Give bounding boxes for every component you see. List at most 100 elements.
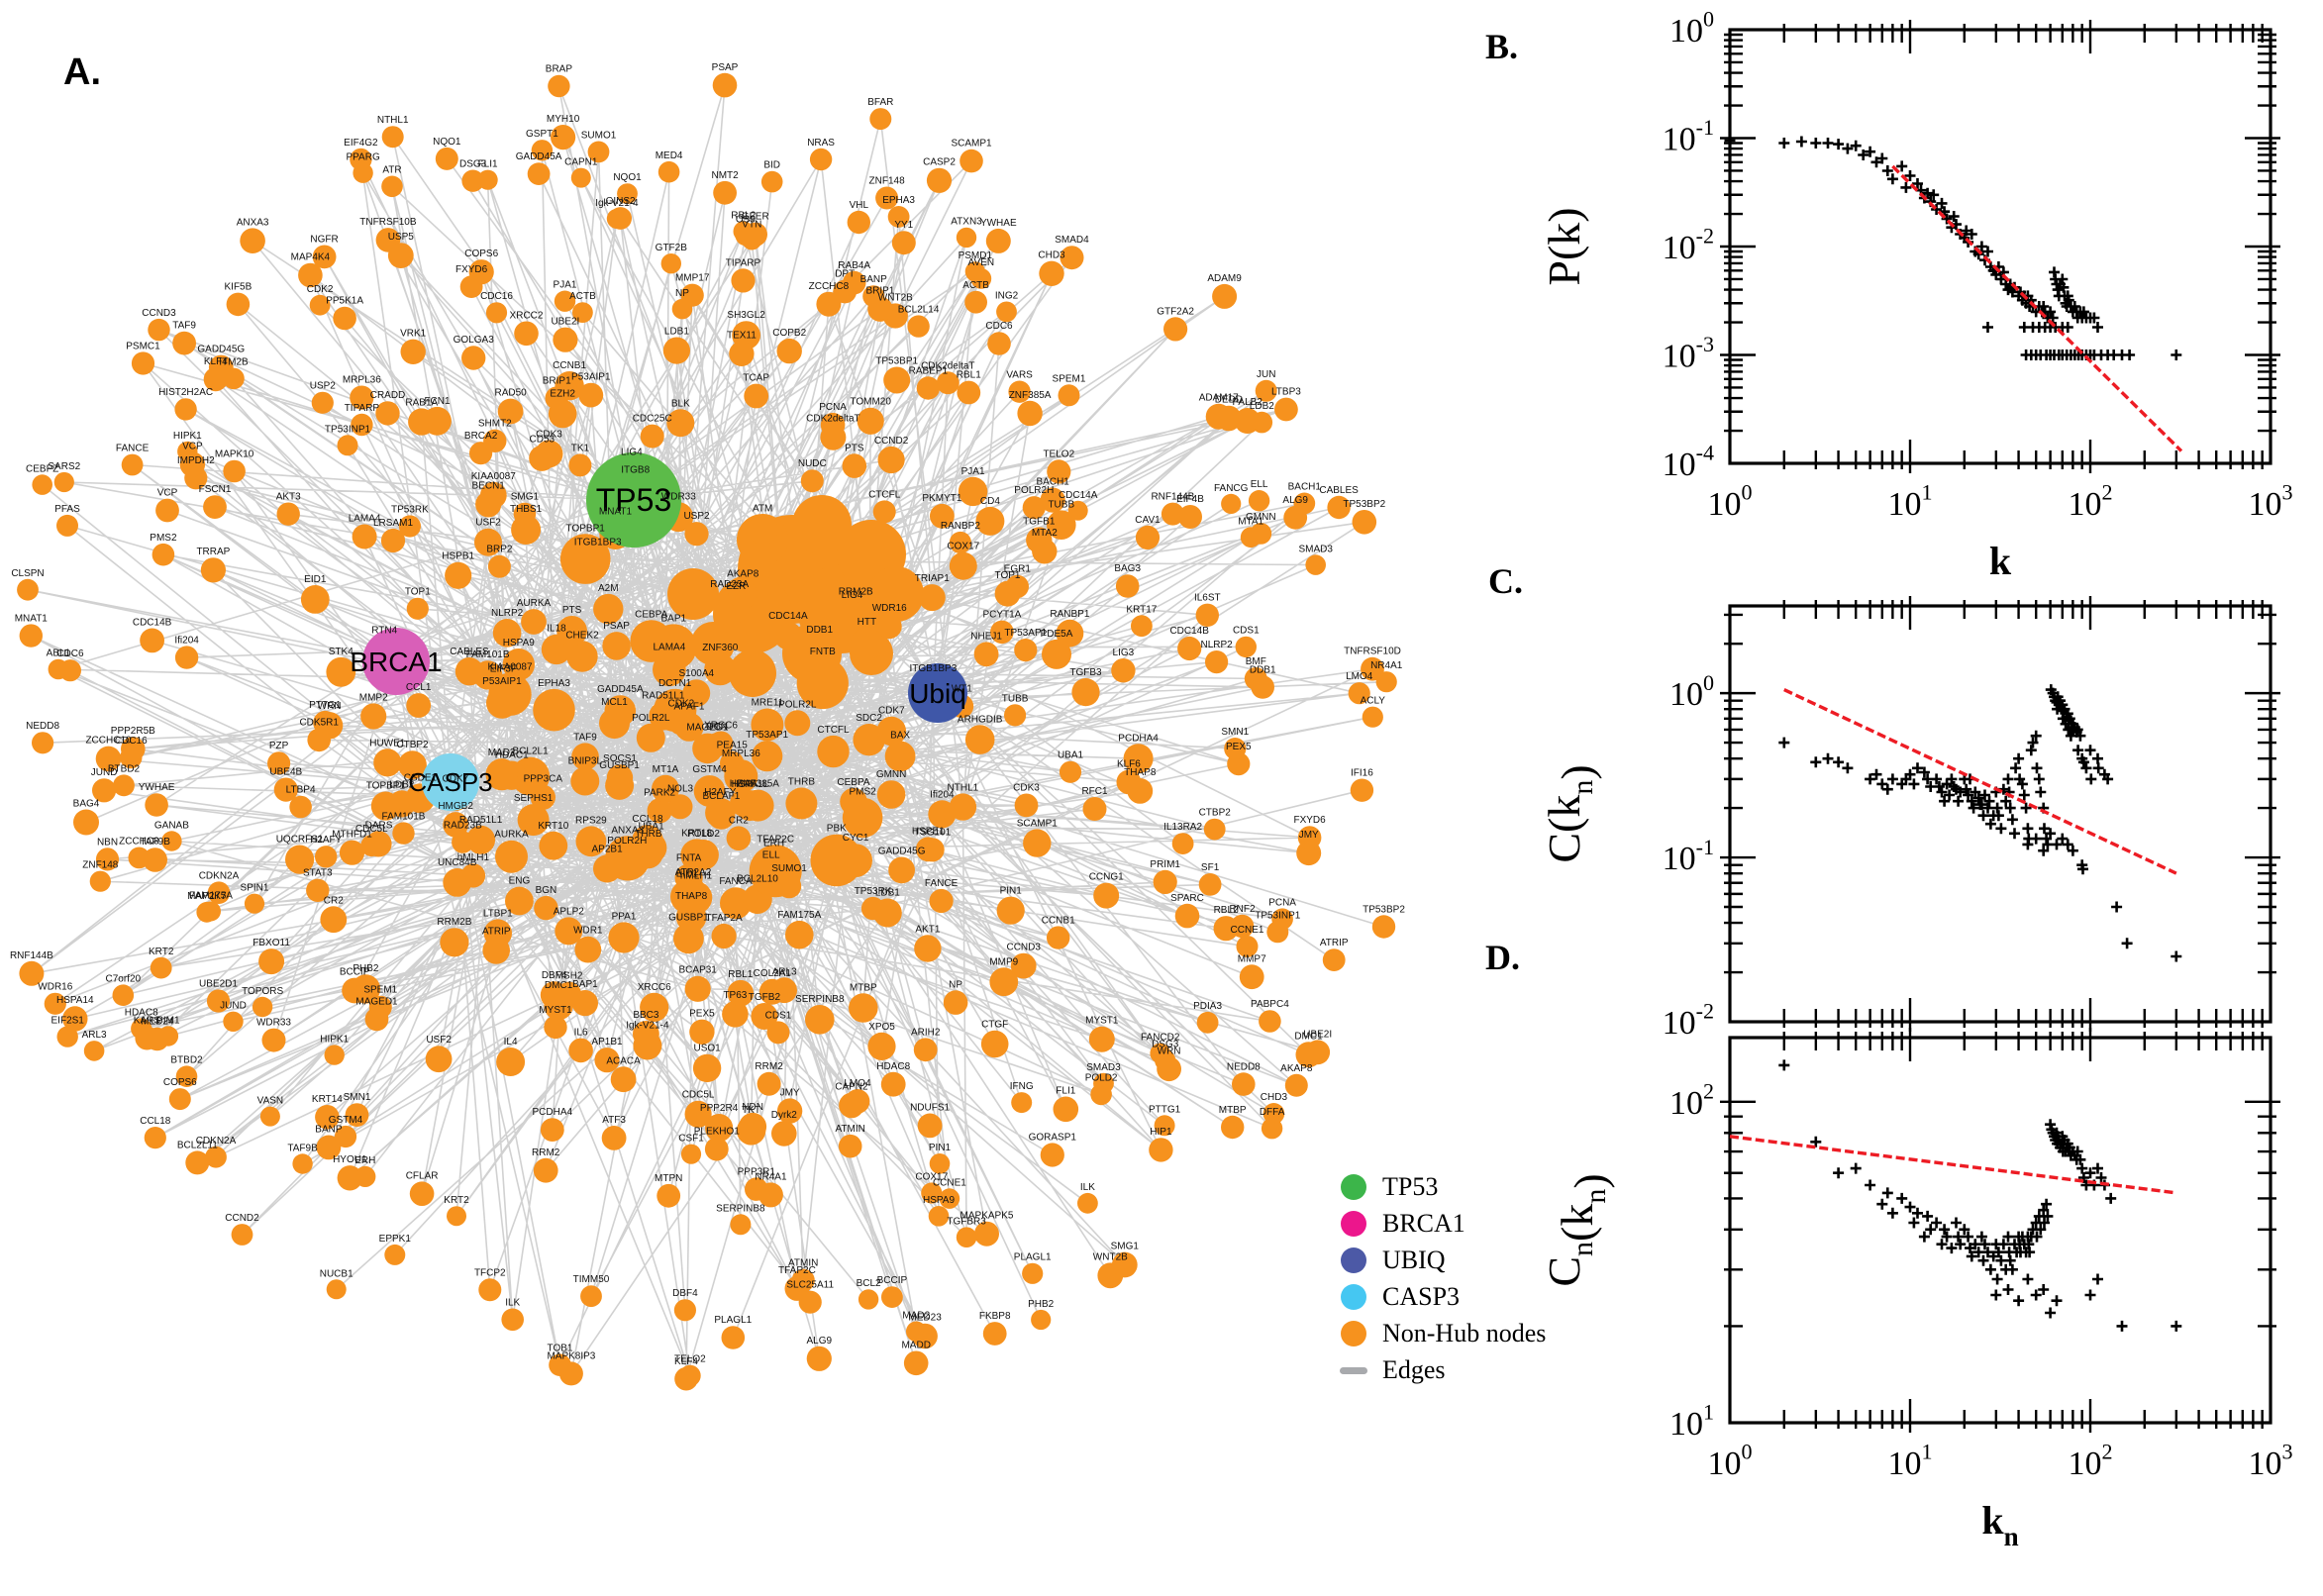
gene-label: APLP2 <box>554 906 585 917</box>
network-node <box>58 659 81 682</box>
legend-item-edges: Edges <box>1339 1355 1546 1385</box>
gene-label: SMAD4 <box>1055 235 1089 246</box>
network-node <box>1195 603 1220 627</box>
gene-label: XPO5 <box>868 1022 895 1033</box>
network-node <box>916 376 941 400</box>
network-node <box>566 641 598 672</box>
gene-label: GUSBP1 <box>668 913 709 924</box>
network-node <box>231 1224 253 1246</box>
network-node <box>1093 882 1120 909</box>
network-node <box>1077 1192 1098 1214</box>
network-node <box>766 1021 790 1045</box>
network-node <box>258 948 285 975</box>
network-node <box>876 780 906 809</box>
gene-label: ELL <box>762 850 780 861</box>
network-node <box>884 741 916 772</box>
gene-label: ATRIP <box>482 926 511 937</box>
gene-label: IL18 <box>547 624 566 635</box>
tick-label: 101 <box>1887 1440 1932 1482</box>
network-node <box>667 794 693 820</box>
network-node <box>970 268 992 289</box>
network-node <box>440 928 469 957</box>
gene-label: DFFA <box>1260 1107 1285 1118</box>
network-node <box>276 502 300 526</box>
network-node <box>1248 490 1270 512</box>
network-node <box>352 524 377 549</box>
gene-label: TOP1 <box>995 570 1021 581</box>
network-node <box>722 1001 749 1028</box>
network-node <box>398 515 421 538</box>
gene-label: Igk-V21-4 <box>626 1021 669 1032</box>
network-node <box>568 453 592 477</box>
network-node <box>705 797 736 829</box>
network-node <box>1154 1115 1175 1137</box>
network-node <box>1135 525 1161 550</box>
network-node <box>847 210 870 235</box>
gene-label: PABPC4 <box>1251 999 1289 1010</box>
network-node <box>313 710 338 736</box>
network-node <box>339 840 365 865</box>
network-node <box>461 346 486 370</box>
network-node <box>337 435 358 456</box>
network-node <box>152 543 175 566</box>
gene-label: KLF4 <box>204 356 228 367</box>
gene-label: MMP7 <box>1238 953 1266 964</box>
gene-label: CCL18 <box>140 1116 171 1127</box>
gene-label: MAP4K4 <box>291 252 331 263</box>
gene-label: ENG <box>509 876 531 887</box>
gene-label: KIAA0087 <box>471 471 516 482</box>
network-nodes-layer <box>17 72 1397 1391</box>
network-node <box>640 992 669 1022</box>
network-node <box>398 750 427 780</box>
network-node <box>492 619 522 648</box>
network-node <box>483 429 507 452</box>
gene-label: CFLAR <box>406 1170 439 1181</box>
network-node <box>1040 1143 1064 1167</box>
gene-label: ITM2B <box>219 357 249 368</box>
gene-label: PPA1 <box>612 911 637 922</box>
network-node <box>1361 656 1384 681</box>
network-node <box>949 793 977 821</box>
network-node <box>837 601 867 631</box>
network-node <box>89 870 111 892</box>
network-node <box>1058 384 1080 407</box>
gene-label: PCNA <box>1268 897 1296 908</box>
gene-label: TAF9 <box>172 321 196 332</box>
gene-label: ZNF148 <box>869 175 906 186</box>
gene-label: ATMIN <box>836 1124 865 1135</box>
network-node <box>568 1038 593 1063</box>
gene-label: CDK3 <box>1013 783 1040 794</box>
network-node <box>660 253 681 274</box>
network-node <box>324 1045 345 1065</box>
gene-label: RBL1 <box>957 370 981 381</box>
gene-label: PDE5A <box>1041 629 1073 640</box>
gene-label: TAF9 <box>573 732 597 743</box>
gene-label: BCLAF1 <box>703 791 741 802</box>
gene-label: BLK <box>671 398 690 409</box>
gene-label: BRP2 <box>486 545 513 555</box>
gene-label: RAD51L1 <box>642 691 685 702</box>
network-node <box>539 831 568 860</box>
gene-label: EZH2 <box>550 389 575 400</box>
network-node <box>820 412 846 438</box>
network-node <box>936 371 960 395</box>
network-node <box>760 170 783 193</box>
gene-label: THBS1 <box>510 504 543 515</box>
network-node <box>548 74 570 98</box>
gene-label: MTA2 <box>1032 528 1058 539</box>
network-node <box>1040 487 1065 513</box>
gene-label: ILK <box>505 1298 520 1309</box>
gene-label: TP53INP1 <box>1255 910 1301 921</box>
gene-label: USP2 <box>310 381 337 392</box>
network-node <box>1116 769 1142 795</box>
gene-label: EPHA3 <box>882 195 915 206</box>
tick-label: 100 <box>1707 1440 1752 1482</box>
network-node <box>1295 1042 1322 1068</box>
gene-label: MMP17 <box>675 273 710 284</box>
network-node <box>867 1032 896 1060</box>
gene-label: BTBD2 <box>170 1054 203 1065</box>
gene-label: ZNF360 <box>702 643 739 653</box>
network-node <box>928 800 957 829</box>
network-node <box>553 327 578 352</box>
network-node <box>751 708 784 742</box>
